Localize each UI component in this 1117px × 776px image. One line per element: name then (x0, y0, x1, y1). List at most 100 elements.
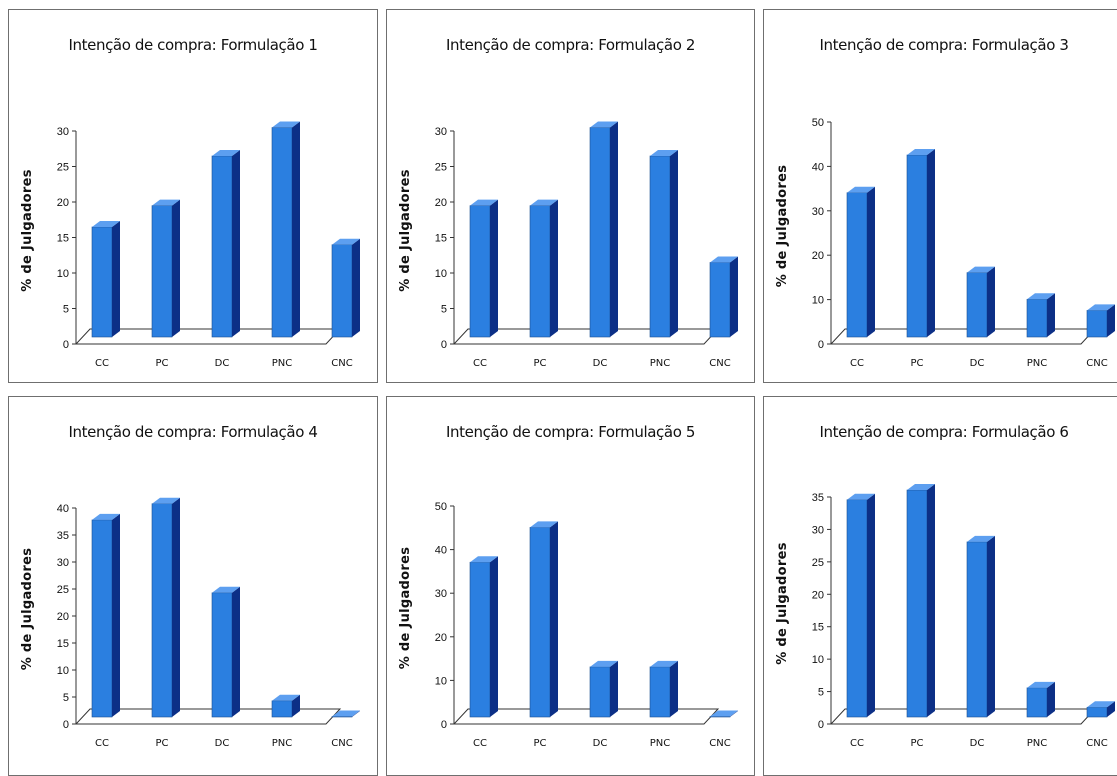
bar-side (232, 586, 240, 717)
bar (589, 660, 618, 718)
y-tick-label: 25 (435, 162, 447, 174)
bar-front (1086, 706, 1108, 718)
bar (271, 121, 300, 338)
bar-front (1026, 687, 1048, 718)
chart-title: Intenção de compra: Formulação 4 (69, 423, 318, 441)
y-tick-label: 10 (57, 665, 69, 677)
y-tick-label: 40 (435, 545, 447, 557)
bar-front (589, 666, 611, 718)
x-tick-label: PC (910, 738, 923, 749)
bar-side (352, 238, 360, 337)
bar-side (172, 497, 180, 717)
chart-svg: Intenção de compra: Formulação 5 % de Jul… (398, 423, 738, 749)
x-tick-label: DC (215, 738, 230, 749)
bar-side (867, 186, 875, 337)
bar-front (469, 205, 491, 338)
bar-front (846, 499, 868, 718)
chart-panel-2: Intenção de compra: Formulação 2 % de Jul… (386, 9, 755, 383)
x-tick-label: PNC (650, 738, 671, 749)
bar-top (212, 586, 240, 593)
bar-top (470, 556, 498, 563)
x-tick-label: PC (155, 738, 168, 749)
y-tick-label: 25 (57, 162, 69, 174)
x-tick-label: PC (155, 358, 168, 369)
x-tick-label: CC (850, 358, 864, 369)
chart-floor (74, 708, 342, 725)
x-tick-label: CNC (1086, 738, 1107, 749)
x-tick-label: DC (970, 358, 985, 369)
bar-top (470, 199, 498, 206)
bar-side (610, 660, 618, 717)
x-tick-label: PNC (1027, 358, 1048, 369)
bar-side (670, 149, 678, 337)
bar (1026, 293, 1055, 338)
bar (151, 497, 180, 718)
bar-front (966, 272, 988, 338)
bar-front (271, 700, 293, 718)
bar-top (907, 484, 935, 490)
bar (1086, 304, 1115, 338)
bar-front (649, 666, 671, 718)
x-tick-label: CNC (709, 358, 730, 369)
bar-side (112, 220, 120, 337)
bar-side (1047, 293, 1055, 337)
y-axis-label: % de Julgadores (398, 547, 413, 670)
x-tick-label: CNC (331, 738, 352, 749)
bar-top (530, 521, 558, 528)
y-tick-label: 30 (57, 557, 69, 569)
x-tick-label: PC (910, 358, 923, 369)
y-tick-label: 5 (63, 692, 69, 704)
bar-side (292, 694, 300, 717)
bar (469, 556, 498, 718)
x-tick-label: PNC (1027, 738, 1048, 749)
bar-side (292, 121, 300, 337)
bar (151, 199, 180, 338)
bar-side (670, 660, 678, 717)
bar-top (1027, 681, 1055, 688)
y-tick-label: 40 (812, 161, 824, 173)
y-tick-label: 0 (441, 719, 447, 731)
x-tick-label: DC (593, 738, 608, 749)
y-tick-label: 20 (435, 632, 447, 644)
bar-side (490, 556, 498, 717)
bar (589, 121, 618, 338)
y-tick-label: 30 (435, 126, 447, 138)
bar (1086, 701, 1115, 718)
bar (211, 586, 240, 718)
bar-side (987, 266, 995, 337)
y-tick-label: 35 (57, 530, 69, 542)
bar-side (550, 199, 558, 337)
bar-top (710, 256, 738, 263)
bar-top (650, 149, 678, 156)
chart-panel-4: Intenção de compra: Formulação 4 % de Jul… (8, 396, 378, 776)
bar (331, 238, 360, 338)
bar (966, 266, 995, 338)
bar-top (212, 149, 240, 156)
bar-side (490, 199, 498, 337)
y-tick-label: 20 (57, 611, 69, 623)
chart-panel-6: Intenção de compra: Formulação 6 % de Jul… (763, 396, 1117, 776)
bar-top (967, 535, 995, 542)
y-tick-label: 15 (57, 233, 69, 245)
y-tick-label: 30 (812, 206, 824, 218)
bar-front (151, 503, 173, 718)
y-tick-label: 15 (435, 233, 447, 245)
bar-front (649, 155, 671, 338)
bar-top (590, 660, 618, 667)
bar-top (847, 493, 875, 500)
bar (529, 521, 558, 718)
bar-top (92, 513, 120, 520)
y-axis-label: % de Julgadores (20, 548, 35, 671)
bar-side (1107, 304, 1115, 337)
x-tick-label: PNC (272, 358, 293, 369)
bar-side (112, 513, 120, 717)
chart-title: Intenção de compra: Formulação 6 (820, 423, 1069, 441)
chart-svg: Intenção de compra: Formulação 4 % de Jul… (20, 423, 360, 749)
bar-top (710, 710, 738, 717)
bar-front (906, 154, 928, 338)
x-tick-label: CC (473, 738, 487, 749)
bar-front (211, 155, 233, 338)
y-tick-label: 0 (63, 719, 69, 731)
bar (846, 493, 875, 718)
y-tick-label: 50 (435, 501, 447, 513)
